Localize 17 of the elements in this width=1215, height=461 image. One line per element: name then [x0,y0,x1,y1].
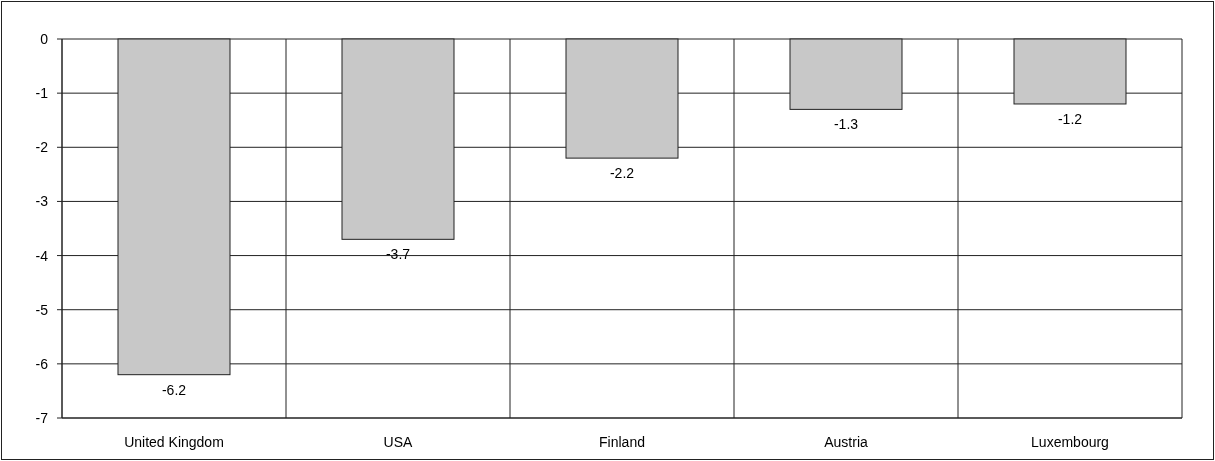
y-tick-label: -4 [35,247,49,264]
data-label: -6.2 [161,381,187,398]
y-tick-label: -3 [35,193,49,210]
y-tick-label: -6 [35,355,49,372]
x-tick-label: Luxembourg [1031,434,1109,450]
data-label: -1.2 [1057,110,1083,127]
x-tick-label: USA [383,434,414,450]
y-tick-label: -1 [35,85,49,102]
x-tick-label: United Kingdom [124,434,224,450]
y-tick-label: -2 [35,139,49,156]
y-tick-label: -7 [35,410,49,426]
data-label: -2.2 [609,165,635,182]
x-tick-label: Finland [599,434,645,450]
y-tick-label: 0 [40,31,49,47]
y-tick-label: -5 [35,301,49,318]
x-tick-label: Austria [824,434,868,450]
data-label: -1.3 [833,116,859,133]
